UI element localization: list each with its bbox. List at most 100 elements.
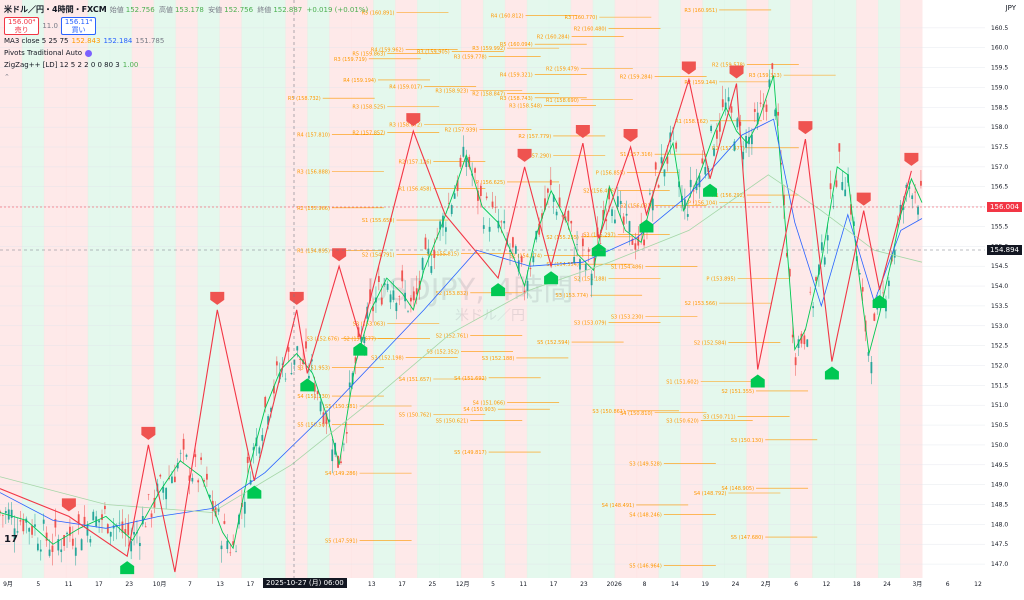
x-tick-label: 2月 xyxy=(761,581,771,588)
y-tick-label: 149.0 xyxy=(991,482,1008,489)
pivot-label: R5 (160.094) xyxy=(500,42,533,48)
pivot-label: R3 (159.313) xyxy=(749,73,782,79)
indicator-ma[interactable]: MA3 close 5 25 75 152.843 152.184 151.78… xyxy=(4,37,165,45)
candle-body xyxy=(643,239,645,246)
y-tick-label: 158.5 xyxy=(991,104,1008,111)
candle-body xyxy=(31,525,33,535)
x-tick-label: 2026 xyxy=(607,581,622,588)
candle-body xyxy=(138,542,141,547)
x-tick-label: 12月 xyxy=(456,581,470,588)
candle-body xyxy=(51,545,54,552)
candle-body xyxy=(220,545,223,550)
candle-body xyxy=(724,102,727,110)
candle-body xyxy=(369,289,372,301)
candle-body xyxy=(415,288,418,295)
pivot-label: R2 (159.144) xyxy=(684,80,717,86)
grid-lines xyxy=(0,27,985,565)
candle-body xyxy=(666,156,669,164)
candle-body xyxy=(191,477,194,482)
pivot-label: R2 (158.847) xyxy=(472,91,505,97)
candle-body xyxy=(477,190,479,201)
settings-dot-icon[interactable] xyxy=(84,49,92,57)
session-band xyxy=(131,0,155,578)
pivot-label: S4 (151.692) xyxy=(454,376,487,382)
candle-body xyxy=(780,162,782,165)
candle-body xyxy=(503,221,506,224)
candle-body xyxy=(372,306,374,312)
pivot-label: P (156.104) xyxy=(688,201,717,207)
session-band xyxy=(351,0,374,578)
collapse-chevron-icon[interactable]: ⌃ xyxy=(4,73,10,81)
zigzag-high-marker xyxy=(141,426,156,440)
y-tick-label: 149.5 xyxy=(991,462,1008,469)
candle-body xyxy=(360,337,363,342)
candle-body xyxy=(223,521,226,524)
candle-body xyxy=(771,63,774,69)
candle-body xyxy=(226,540,229,549)
candle-body xyxy=(544,198,546,210)
symbol-title[interactable]: 米ドル／円・4時間・FXCM xyxy=(4,5,107,14)
candle-body xyxy=(634,243,637,250)
pivot-label: S3 (151.953) xyxy=(297,365,330,371)
candle-body xyxy=(593,257,596,266)
buy-button[interactable]: 156.11⁴ 買い xyxy=(60,17,97,35)
candle-body xyxy=(63,535,66,546)
candle-body xyxy=(611,209,613,216)
indicator-zigzag[interactable]: ZigZag++ [LD] 12 5 2 2 0 0 80 3 1.00 xyxy=(4,61,139,69)
x-tick-label: 7 xyxy=(188,581,192,588)
candle-body xyxy=(185,454,188,457)
watermark-title: USDJPY, 4時間 xyxy=(367,273,574,308)
pivot-label: R4 (159.321) xyxy=(500,73,533,79)
pivot-label: S1 (155.659) xyxy=(362,218,395,224)
candle-body xyxy=(692,190,695,192)
pivot-label: R2 (159.284) xyxy=(620,74,653,80)
sell-button[interactable]: 156.00⁴ 売り xyxy=(4,17,40,35)
x-tick-label: 25 xyxy=(429,581,437,588)
session-band xyxy=(307,0,330,578)
pivot-label: S2 (155.235) xyxy=(546,235,579,241)
candle-body xyxy=(308,375,310,379)
pivot-label: S3 (152.188) xyxy=(482,356,515,362)
candle-body xyxy=(514,246,517,254)
candle-body xyxy=(815,277,817,281)
candle-body xyxy=(270,407,272,412)
candle-body xyxy=(299,358,302,360)
indicator-pivots[interactable]: Pivots Traditional Auto xyxy=(4,47,370,59)
session-band xyxy=(43,0,67,578)
candle-body xyxy=(36,543,39,551)
candle-body xyxy=(243,501,246,514)
candle-body xyxy=(710,125,713,132)
pivot-label: S5 (146.964) xyxy=(629,564,662,570)
x-tick-label: 14 xyxy=(671,581,679,588)
candle-body xyxy=(785,252,788,257)
candle-body xyxy=(127,523,130,535)
candle-body xyxy=(345,432,348,434)
candle-body xyxy=(340,461,342,463)
candle-body xyxy=(69,526,71,536)
candle-body xyxy=(377,276,380,283)
candle-body xyxy=(698,175,701,188)
candle-body xyxy=(98,520,100,523)
y-tick-label: 148.0 xyxy=(991,521,1008,528)
pivot-label: S4 (148.491) xyxy=(602,503,635,509)
session-band xyxy=(900,0,923,578)
pivot-label: R5 (160.891) xyxy=(362,10,395,16)
candle-body xyxy=(273,385,275,394)
candle-body xyxy=(689,179,692,188)
candle-body xyxy=(777,111,780,116)
candle-body xyxy=(264,396,267,408)
pivot-label: S2 (156.406) xyxy=(583,188,616,194)
candle-body xyxy=(730,106,733,113)
candle-body xyxy=(882,292,884,294)
spread-value: 11.0 xyxy=(42,22,58,30)
candle-body xyxy=(765,104,768,112)
pivot-label: S3 (150.861) xyxy=(592,409,625,415)
candle-body xyxy=(194,454,197,458)
y-tick-label: 160.5 xyxy=(991,25,1008,32)
x-tick-label: 18 xyxy=(853,581,861,588)
x-tick-label: 17 xyxy=(398,581,406,588)
pivot-label: R1 (156.458) xyxy=(399,186,432,192)
zigzag-high-marker xyxy=(517,148,532,162)
price-axis-bg xyxy=(985,0,1024,600)
